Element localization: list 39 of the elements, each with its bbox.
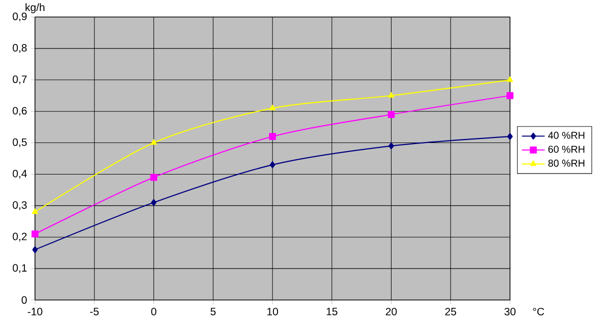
y-axis-title: kg/h (26, 3, 44, 14)
y-tick-label: 0,9 (12, 12, 27, 22)
point (388, 111, 395, 118)
point (32, 246, 38, 254)
point (388, 92, 394, 98)
y-tick-label: 0,8 (12, 44, 27, 53)
legend-label: 80 %RH (548, 160, 584, 167)
point (506, 76, 514, 82)
point (388, 142, 394, 150)
point (507, 133, 513, 140)
x-tick-label: 25 (445, 308, 456, 316)
y-tick-label: 0,7 (12, 75, 27, 84)
x-tick-label: -5 (90, 308, 99, 316)
x-tick-label: -10 (28, 308, 42, 316)
y-tick-label: 0,6 (12, 106, 27, 116)
x-tick-label: 10 (267, 308, 278, 316)
point (32, 208, 38, 214)
y-tick-label: 0,1 (12, 264, 27, 273)
y-tick-label: 0,4 (12, 170, 27, 179)
legend-label: 40 %RH (548, 132, 584, 139)
y-tick-label: 0 (22, 296, 27, 304)
x-tick-label: 30 (504, 308, 516, 316)
y-tick-label: 0,3 (12, 201, 27, 210)
point (270, 161, 276, 168)
point (269, 104, 276, 110)
x-tick-label: 5 (210, 308, 216, 316)
x-axis-title: °C (533, 308, 544, 316)
point (269, 133, 276, 140)
point (150, 174, 158, 181)
y-tick-label: 0,2 (12, 232, 27, 242)
point (150, 139, 157, 145)
point (151, 199, 156, 206)
point (506, 92, 514, 100)
x-tick-label: 15 (326, 308, 338, 316)
point (32, 230, 38, 238)
x-tick-label: 20 (386, 308, 397, 316)
legend-label: 60 %RH (548, 146, 584, 153)
y-tick-label: 0,5 (12, 138, 27, 148)
x-tick-label: 0 (151, 308, 156, 316)
